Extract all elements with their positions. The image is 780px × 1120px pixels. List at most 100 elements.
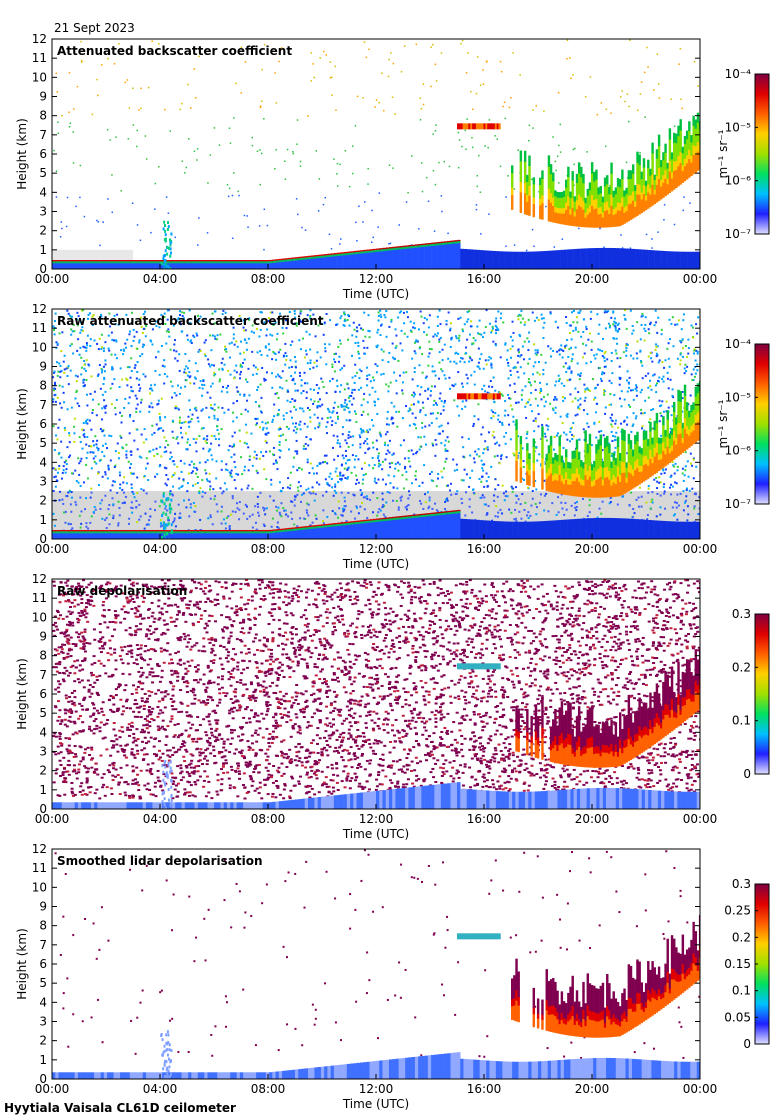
- y-tick-label: 12: [32, 32, 47, 46]
- panel-title: Smoothed lidar depolarisation: [57, 854, 263, 868]
- y-tick-label: 6: [39, 417, 47, 431]
- y-tick-label: 12: [32, 302, 47, 316]
- colorbar-tick-label: 0.15: [724, 957, 751, 971]
- y-tick-label: 9: [39, 900, 47, 914]
- y-tick-label: 1: [39, 513, 47, 527]
- site-label: Hyytiala Vaisala CL61D ceilometer: [4, 1101, 236, 1115]
- y-tick-label: 8: [39, 919, 47, 933]
- colorbar-tick-label: 0.3: [732, 607, 751, 621]
- date-label: 21 Sept 2023: [54, 21, 135, 35]
- colorbar: [754, 613, 770, 775]
- y-tick-label: 0: [39, 802, 47, 816]
- y-tick-label: 1: [39, 243, 47, 257]
- panel-title: Raw attenuated backscatter coefficient: [57, 314, 324, 328]
- x-tick-label: 12:00: [359, 542, 394, 556]
- y-axis-label: Height (km): [15, 388, 29, 459]
- y-tick-label: 7: [39, 128, 47, 142]
- colorbar-tick-label: 0: [743, 767, 751, 781]
- plot-background: [52, 849, 700, 1079]
- plot-background: [52, 39, 700, 269]
- panel-title: Raw depolarisation: [57, 584, 187, 598]
- y-tick-label: 3: [39, 745, 47, 759]
- y-tick-label: 6: [39, 687, 47, 701]
- y-tick-label: 11: [32, 861, 47, 875]
- x-tick-label: 20:00: [575, 542, 610, 556]
- x-tick-label: 12:00: [359, 812, 394, 826]
- x-tick-label: 08:00: [251, 812, 286, 826]
- y-tick-label: 5: [39, 166, 47, 180]
- y-tick-label: 3: [39, 205, 47, 219]
- y-tick-label: 4: [39, 455, 47, 469]
- y-tick-label: 2: [39, 494, 47, 508]
- y-axis-label: Height (km): [15, 118, 29, 189]
- x-tick-label: 00:00: [683, 542, 718, 556]
- x-tick-label: 04:00: [143, 272, 178, 286]
- x-axis-label: Time (UTC): [342, 1097, 409, 1111]
- colorbar-tick-label: 10⁻⁵: [725, 390, 752, 404]
- colorbar-tick-label: 10⁻⁷: [725, 227, 752, 241]
- colorbar-tick-label: 0.05: [724, 1010, 751, 1024]
- x-tick-label: 20:00: [575, 1082, 610, 1096]
- colorbar-tick-label: 0.3: [732, 877, 751, 891]
- y-tick-label: 0: [39, 532, 47, 546]
- x-axis-label: Time (UTC): [342, 827, 409, 841]
- x-tick-label: 16:00: [467, 272, 502, 286]
- y-tick-label: 2: [39, 224, 47, 238]
- x-tick-label: 00:00: [35, 272, 70, 286]
- x-tick-label: 20:00: [575, 812, 610, 826]
- x-tick-label: 04:00: [143, 1082, 178, 1096]
- x-tick-label: 04:00: [143, 542, 178, 556]
- x-axis-label: Time (UTC): [342, 557, 409, 571]
- y-tick-label: 8: [39, 109, 47, 123]
- x-tick-label: 16:00: [467, 812, 502, 826]
- y-tick-label: 3: [39, 1015, 47, 1029]
- y-tick-label: 1: [39, 783, 47, 797]
- y-tick-label: 9: [39, 630, 47, 644]
- colorbar-tick-label: 0.1: [732, 984, 751, 998]
- x-tick-label: 00:00: [35, 1082, 70, 1096]
- y-tick-label: 4: [39, 185, 47, 199]
- y-tick-label: 1: [39, 1053, 47, 1067]
- y-tick-label: 0: [39, 262, 47, 276]
- y-tick-label: 12: [32, 572, 47, 586]
- x-tick-label: 16:00: [467, 1082, 502, 1096]
- plot-area: [52, 309, 700, 539]
- y-tick-label: 3: [39, 475, 47, 489]
- y-tick-label: 2: [39, 764, 47, 778]
- y-tick-label: 5: [39, 436, 47, 450]
- y-tick-label: 10: [32, 610, 47, 624]
- plot-area: [52, 579, 700, 809]
- y-axis-label: Height (km): [15, 658, 29, 729]
- colorbar-label: m⁻¹ sr⁻¹: [716, 399, 730, 448]
- y-tick-label: 11: [32, 591, 47, 605]
- colorbar-tick-label: 0.2: [732, 930, 751, 944]
- colorbar-tick-label: 10⁻⁴: [725, 67, 752, 81]
- x-tick-label: 08:00: [251, 272, 286, 286]
- x-tick-label: 00:00: [683, 812, 718, 826]
- colorbar-tick-label: 10⁻⁶: [725, 444, 752, 458]
- x-tick-label: 00:00: [35, 812, 70, 826]
- x-tick-label: 00:00: [35, 542, 70, 556]
- y-tick-label: 9: [39, 360, 47, 374]
- x-tick-label: 00:00: [683, 272, 718, 286]
- y-tick-label: 6: [39, 147, 47, 161]
- colorbar-tick-label: 0.1: [732, 714, 751, 728]
- y-tick-label: 7: [39, 668, 47, 682]
- x-tick-label: 12:00: [359, 1082, 394, 1096]
- colorbar-tick-label: 10⁻⁷: [725, 497, 752, 511]
- plot-area: [52, 849, 700, 1079]
- y-tick-label: 5: [39, 706, 47, 720]
- y-tick-label: 10: [32, 340, 47, 354]
- y-tick-label: 12: [32, 842, 47, 856]
- colorbar-tick-label: 10⁻⁵: [725, 120, 752, 134]
- colorbar: [754, 73, 770, 235]
- x-tick-label: 04:00: [143, 812, 178, 826]
- y-tick-label: 7: [39, 938, 47, 952]
- y-tick-label: 5: [39, 976, 47, 990]
- colorbar-tick-label: 0: [743, 1037, 751, 1051]
